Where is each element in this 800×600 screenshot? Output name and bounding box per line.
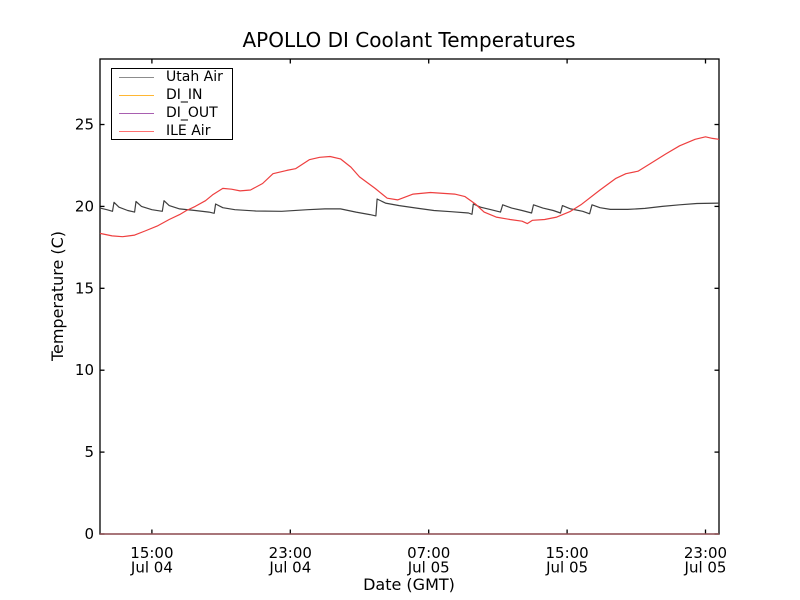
- legend-item-ile-air: ILE Air: [112, 122, 232, 140]
- tick-label: Jul 04: [268, 559, 311, 577]
- legend-label-utah-air: Utah Air: [166, 69, 223, 85]
- legend-label-di-in: DI_IN: [166, 87, 203, 103]
- tick-label: Jul 05: [407, 559, 450, 577]
- data-series: [99, 136, 720, 535]
- series-line-utah-air: [99, 198, 720, 217]
- tick-label: 15:00: [130, 544, 173, 562]
- tick-label: 5: [84, 443, 94, 461]
- ile-air-line-swatch: [119, 130, 154, 132]
- tick-label: 15: [75, 279, 94, 297]
- series-line-ile-air: [99, 136, 720, 238]
- di-in-line-swatch: [119, 94, 154, 96]
- tick-label: Jul 05: [545, 559, 588, 577]
- tick-label: 25: [75, 116, 94, 134]
- legend-item-utah-air: Utah Air: [112, 68, 232, 86]
- tick-label: Jul 05: [684, 559, 727, 577]
- tick-label: 15:00: [545, 544, 588, 562]
- x-axis-label: Date (GMT): [363, 575, 455, 594]
- di-out-line-swatch: [119, 112, 154, 114]
- utah-air-line-swatch: [119, 76, 154, 78]
- legend-label-di-out: DI_OUT: [166, 105, 218, 121]
- chart-title: APOLLO DI Coolant Temperatures: [242, 28, 575, 52]
- tick-label: Jul 04: [130, 559, 173, 577]
- tick-label: 20: [75, 197, 94, 215]
- legend: Utah Air DI_IN DI_OUT ILE Air: [111, 68, 233, 140]
- tick-label: 23:00: [684, 544, 727, 562]
- tick-label: 23:00: [269, 544, 312, 562]
- y-axis-label: Temperature (C): [48, 231, 67, 362]
- tick-label: 0: [84, 525, 94, 543]
- legend-item-di-in: DI_IN: [112, 86, 232, 104]
- legend-item-di-out: DI_OUT: [112, 104, 232, 122]
- tick-label: 07:00: [407, 544, 450, 562]
- tick-label: 10: [75, 361, 94, 379]
- legend-label-ile-air: ILE Air: [166, 123, 211, 139]
